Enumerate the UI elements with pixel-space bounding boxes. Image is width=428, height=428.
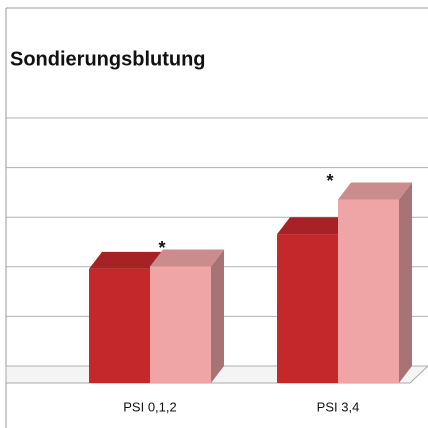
- bar-top: [150, 249, 224, 267]
- annotation: *: [158, 238, 165, 258]
- chart-title: Sondierungsblutung: [10, 48, 206, 70]
- bar: [277, 234, 338, 383]
- bar: [89, 268, 150, 383]
- bar-top: [89, 251, 163, 269]
- bar-top: [277, 217, 351, 235]
- bar: [338, 199, 399, 383]
- x-tick-label: PSI 3,4: [317, 399, 360, 414]
- bar: [150, 266, 211, 383]
- bar-side: [211, 249, 224, 383]
- x-tick-label: PSI 0,1,2: [123, 399, 176, 414]
- bar-side: [399, 182, 412, 383]
- bar-top: [338, 182, 412, 200]
- annotation: *: [326, 171, 333, 191]
